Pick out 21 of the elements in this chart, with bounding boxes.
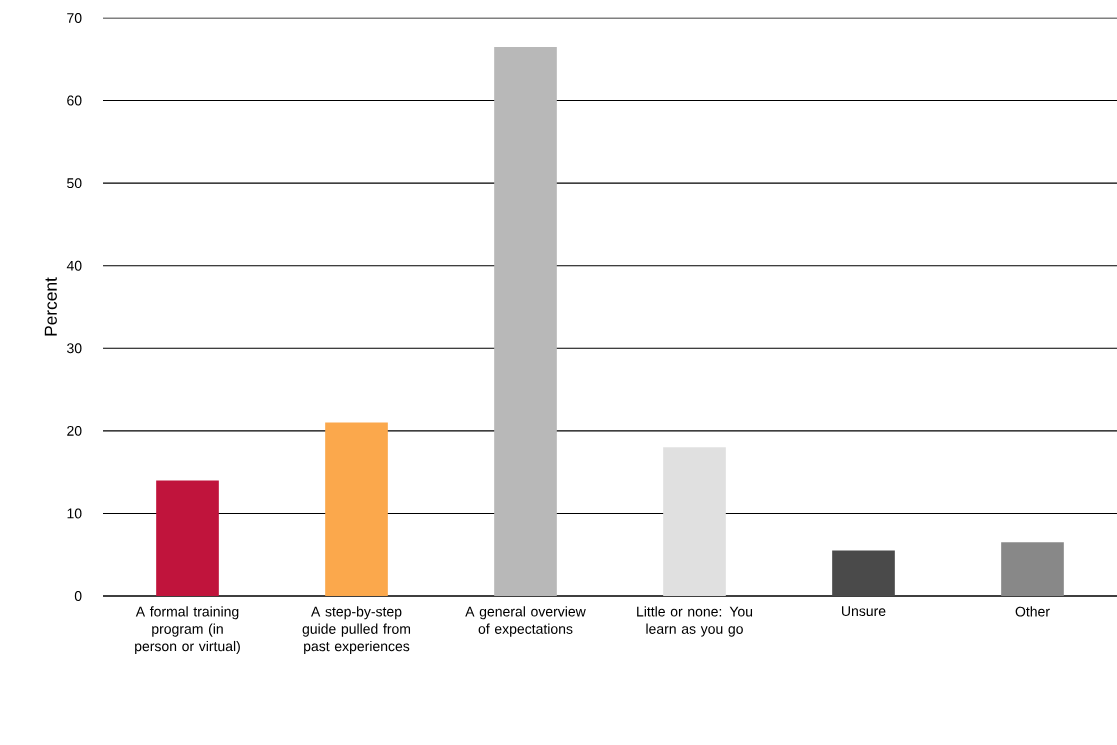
bar: [663, 447, 726, 596]
x-tick-label: A general overview of expectations: [465, 606, 586, 637]
bar: [156, 480, 219, 596]
y-tick-label: 70: [67, 13, 82, 23]
y-tick-label: 20: [67, 425, 82, 436]
y-axis-title: Percent: [44, 277, 57, 336]
bar: [1001, 542, 1064, 596]
x-tick-label: Little or none: You learn as you go: [637, 606, 753, 637]
x-tick-label: A formal training program (in person or virtual): [135, 606, 240, 654]
y-tick-label: 60: [67, 95, 82, 106]
bar: [325, 422, 388, 596]
x-tick-label: A step-by-step guide pulled from past experiences: [302, 606, 411, 654]
bar: [494, 46, 557, 596]
x-tick-label: Other: [1015, 606, 1050, 617]
bar: [832, 550, 895, 596]
y-tick-label: 0: [74, 591, 82, 601]
y-tick-label: 10: [67, 508, 82, 519]
y-tick-label: 40: [66, 260, 82, 271]
x-tick-label: Unsure: [842, 606, 886, 617]
y-tick-label: 50: [67, 178, 82, 189]
y-tick-label: 30: [67, 343, 82, 354]
